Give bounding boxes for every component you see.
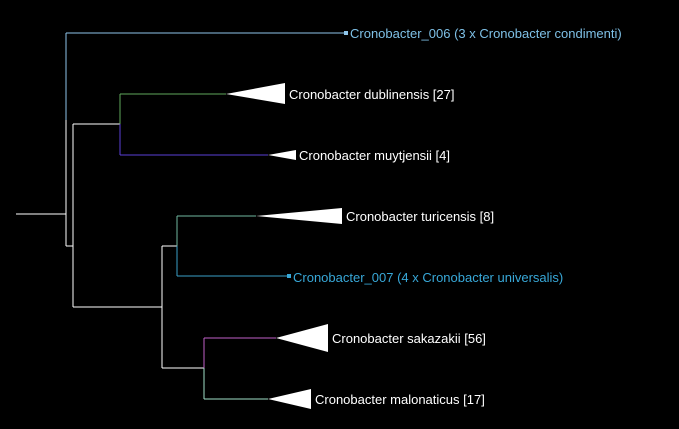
- collapsed-clade-dublinensis[interactable]: [226, 83, 285, 104]
- leaf-marker-c007: [287, 274, 291, 278]
- collapsed-clade-turicensis[interactable]: [256, 208, 342, 224]
- leaf-marker-c006: [344, 31, 348, 35]
- collapsed-clade-muytjensii[interactable]: [268, 150, 296, 160]
- leaf-label-c006[interactable]: Cronobacter_006 (3 x Cronobacter condime…: [350, 26, 622, 41]
- leaf-label-sakazakii[interactable]: Cronobacter sakazakii [56]: [332, 331, 486, 346]
- leaf-label-dublinensis[interactable]: Cronobacter dublinensis [27]: [289, 87, 455, 102]
- collapsed-clade-malonaticus[interactable]: [268, 389, 311, 409]
- collapsed-clade-sakazakii[interactable]: [276, 324, 328, 352]
- leaf-label-malonaticus[interactable]: Cronobacter malonaticus [17]: [315, 392, 485, 407]
- leaf-label-c007[interactable]: Cronobacter_007 (4 x Cronobacter univers…: [293, 270, 563, 285]
- leaf-label-muytjensii[interactable]: Cronobacter muytjensii [4]: [299, 148, 450, 163]
- leaf-label-turicensis[interactable]: Cronobacter turicensis [8]: [346, 209, 494, 224]
